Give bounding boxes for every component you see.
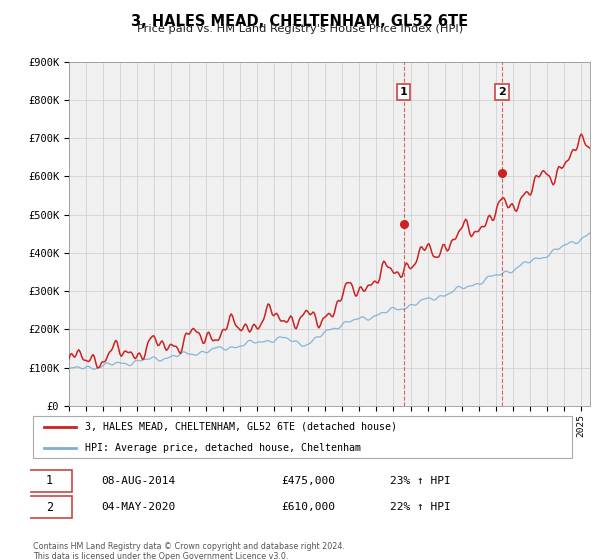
Text: 3, HALES MEAD, CHELTENHAM, GL52 6TE (detached house): 3, HALES MEAD, CHELTENHAM, GL52 6TE (det… [85, 422, 397, 432]
Text: Contains HM Land Registry data © Crown copyright and database right 2024.
This d: Contains HM Land Registry data © Crown c… [33, 542, 345, 560]
FancyBboxPatch shape [27, 470, 72, 492]
Text: 3, HALES MEAD, CHELTENHAM, GL52 6TE: 3, HALES MEAD, CHELTENHAM, GL52 6TE [131, 14, 469, 29]
Text: £475,000: £475,000 [281, 476, 335, 486]
Text: 23% ↑ HPI: 23% ↑ HPI [391, 476, 451, 486]
Text: 1: 1 [400, 87, 407, 97]
Text: 08-AUG-2014: 08-AUG-2014 [101, 476, 175, 486]
Text: 1: 1 [46, 474, 53, 487]
Text: 2: 2 [46, 501, 53, 514]
Text: 2: 2 [498, 87, 506, 97]
Text: Price paid vs. HM Land Registry's House Price Index (HPI): Price paid vs. HM Land Registry's House … [137, 24, 463, 34]
Text: 22% ↑ HPI: 22% ↑ HPI [391, 502, 451, 512]
FancyBboxPatch shape [27, 496, 72, 518]
Text: £610,000: £610,000 [281, 502, 335, 512]
Text: 04-MAY-2020: 04-MAY-2020 [101, 502, 175, 512]
Text: HPI: Average price, detached house, Cheltenham: HPI: Average price, detached house, Chel… [85, 443, 361, 453]
FancyBboxPatch shape [33, 416, 572, 459]
